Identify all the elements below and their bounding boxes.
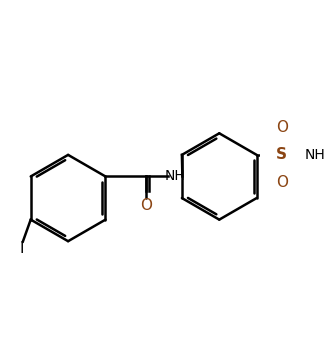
Text: O: O <box>276 120 288 135</box>
Text: I: I <box>20 241 24 256</box>
Text: NH: NH <box>165 169 186 183</box>
Text: O: O <box>140 198 152 213</box>
Text: NH: NH <box>304 148 325 162</box>
Text: O: O <box>276 175 288 190</box>
Text: S: S <box>276 147 287 162</box>
